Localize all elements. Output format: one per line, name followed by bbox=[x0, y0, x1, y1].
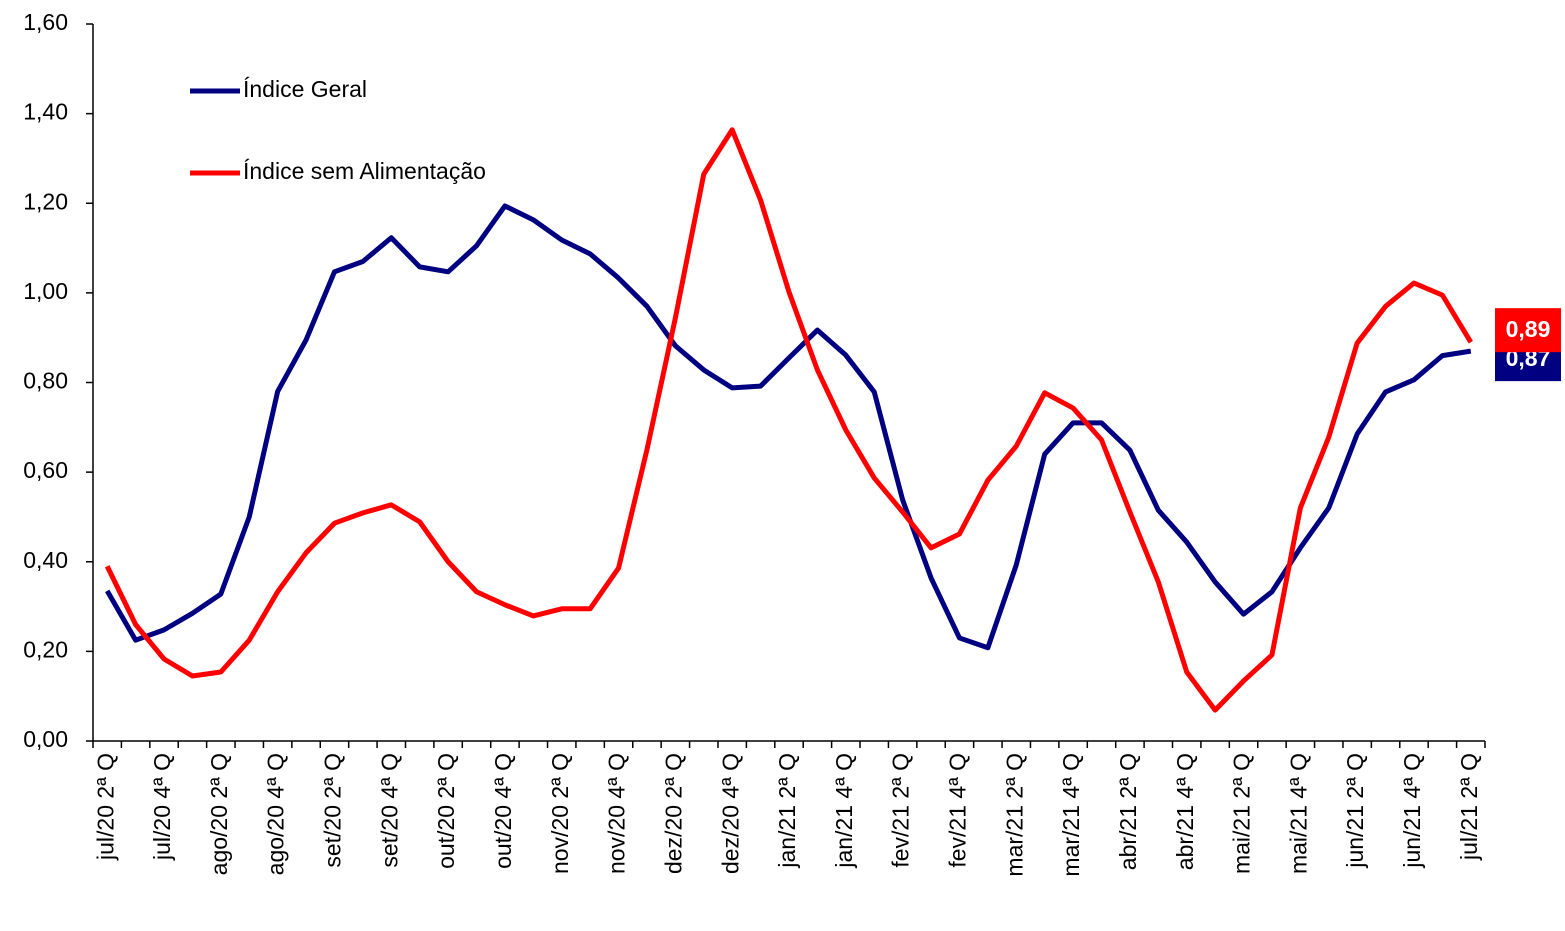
y-tick-label: 1,20 bbox=[23, 188, 68, 214]
x-tick-label: ago/20 4ª Q bbox=[263, 753, 289, 875]
x-tick-label: jun/21 2ª Q bbox=[1342, 753, 1368, 869]
legend-label: Índice Geral bbox=[243, 76, 367, 102]
x-tick-label: jul/20 2ª Q bbox=[92, 753, 118, 861]
y-tick-label: 0,80 bbox=[23, 368, 68, 394]
x-tick-label: jan/21 4ª Q bbox=[831, 753, 857, 869]
x-tick-label: jun/21 4ª Q bbox=[1399, 753, 1425, 869]
x-tick-label: mai/21 2ª Q bbox=[1229, 753, 1255, 874]
y-tick-label: 0,20 bbox=[23, 636, 68, 662]
series-line bbox=[104, 127, 1473, 713]
y-tick-label: 1,60 bbox=[23, 9, 68, 35]
x-tick-label: dez/20 2ª Q bbox=[660, 753, 686, 874]
x-tick-label: set/20 4ª Q bbox=[376, 753, 402, 868]
x-tick-label: set/20 2ª Q bbox=[320, 753, 346, 868]
x-tick-label: fev/21 4ª Q bbox=[945, 753, 971, 868]
series-line bbox=[105, 203, 1472, 651]
x-tick-label: ago/20 2ª Q bbox=[206, 753, 232, 875]
y-tick-label: 1,00 bbox=[23, 278, 68, 304]
x-tick-label: abr/21 2ª Q bbox=[1115, 753, 1141, 870]
value-label: 0,89 bbox=[1506, 316, 1551, 342]
x-tick-label: jan/21 2ª Q bbox=[774, 753, 800, 869]
y-tick-label: 0,60 bbox=[23, 457, 68, 483]
x-tick-label: jul/20 4ª Q bbox=[149, 753, 175, 861]
x-tick-label: mar/21 2ª Q bbox=[1001, 753, 1027, 877]
x-tick-label: dez/20 4ª Q bbox=[717, 753, 743, 874]
y-tick-label: 0,40 bbox=[23, 547, 68, 573]
x-tick-label: mar/21 4ª Q bbox=[1058, 753, 1084, 877]
x-tick-label: out/20 4ª Q bbox=[490, 753, 516, 869]
y-tick-label: 1,40 bbox=[23, 99, 68, 125]
x-tick-label: nov/20 2ª Q bbox=[547, 753, 573, 874]
value-label-box bbox=[1495, 308, 1561, 353]
y-tick-label: 0,00 bbox=[23, 726, 68, 752]
x-tick-label: mai/21 4ª Q bbox=[1285, 753, 1311, 874]
legend-label: Índice sem Alimentação bbox=[243, 158, 486, 184]
x-tick-label: out/20 2ª Q bbox=[433, 753, 459, 869]
x-tick-label: abr/21 4ª Q bbox=[1172, 753, 1198, 870]
x-tick-label: fev/21 2ª Q bbox=[888, 753, 914, 868]
x-tick-label: nov/20 4ª Q bbox=[604, 753, 630, 874]
x-tick-label: jul/21 2ª Q bbox=[1456, 753, 1482, 861]
